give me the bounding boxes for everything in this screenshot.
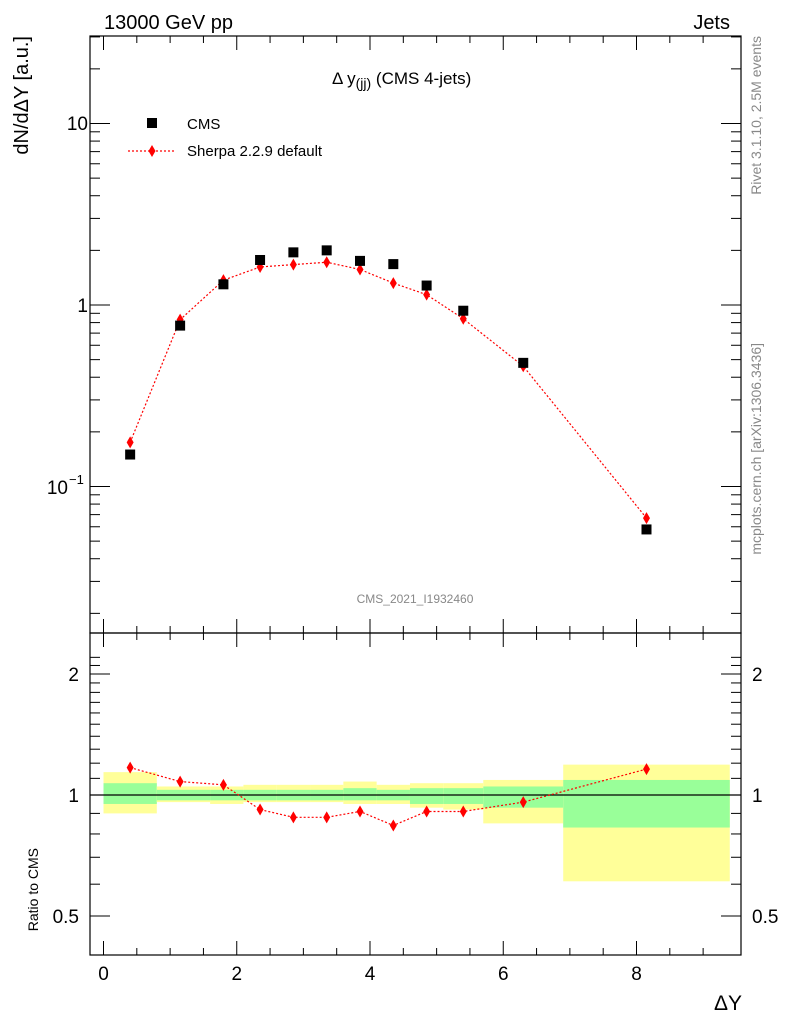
header-right: Jets — [693, 12, 730, 34]
band-inner-9 — [443, 788, 484, 804]
ratio-point — [323, 811, 331, 824]
y-tick-labels-main: 10 1 10 −1 — [47, 114, 88, 499]
cms-point — [175, 320, 186, 331]
ratio-ytick-label-0.5: 0.5 — [53, 907, 79, 928]
ratio-line — [129, 767, 647, 827]
sherpa-point — [323, 256, 331, 269]
cms-point — [288, 247, 299, 258]
main-plot — [125, 245, 652, 535]
sherpa-point — [423, 288, 431, 301]
cms-point — [125, 449, 136, 460]
ratio-frame — [89, 632, 742, 956]
ytick-label-10: 10 — [67, 114, 88, 135]
ratio-ytick-label-1: 1 — [68, 786, 79, 807]
xtick-label-0: 0 — [98, 964, 109, 985]
band-inner-0 — [103, 783, 157, 804]
ratio-point — [126, 761, 134, 774]
ratio-point — [423, 805, 431, 818]
chart-title-sub: (jj) — [356, 75, 372, 91]
ratio-point — [519, 796, 527, 809]
chart-title-rest: (CMS 4-jets) — [371, 69, 471, 88]
ratio-ytick-label-2: 2 — [68, 665, 79, 686]
cms-point — [355, 255, 366, 266]
sherpa-point — [356, 263, 364, 276]
ratio-point — [219, 778, 227, 791]
cms-point — [388, 259, 399, 270]
sherpa-point — [289, 258, 297, 271]
band-inner-11 — [563, 779, 730, 828]
cms-point — [518, 357, 529, 368]
ratio-point — [289, 811, 297, 824]
x-tick-labels: 0 2 4 6 8 — [98, 964, 642, 985]
band-inner-8 — [409, 788, 444, 804]
header-left: 13000 GeV pp — [104, 12, 233, 34]
xtick-label-6: 6 — [498, 964, 509, 985]
cms-point — [218, 279, 229, 290]
ratio-ytick-label-right-0.5: 0.5 — [752, 907, 778, 928]
rivet-label: Rivet 3.1.10, 2.5M events — [748, 36, 764, 195]
cms-point — [421, 280, 432, 291]
ratio-point — [459, 805, 467, 818]
legend-marker-cms — [147, 118, 157, 128]
legend-label-cms: CMS — [187, 116, 220, 133]
xtick-label-4: 4 — [365, 964, 376, 985]
ratio-point — [642, 763, 650, 776]
cms-point — [321, 245, 332, 256]
ratio-point — [256, 803, 264, 816]
chart-title-main: Δ y — [332, 69, 356, 88]
cms-point — [458, 305, 469, 316]
x-axis-label: ΔY — [714, 992, 742, 1015]
mcplots-label: mcplots.cern.ch [arXiv:1306.3436] — [748, 343, 764, 555]
ratio-y-tick-labels: 2 2 1 1 0.5 0.5 — [53, 665, 779, 928]
ytick-label-0p1-base: 10 — [47, 478, 68, 499]
ratio-plot — [90, 761, 741, 832]
ytick-label-0p1: 10 — [47, 478, 68, 499]
cms-point — [255, 254, 266, 265]
ratio-bands — [103, 764, 730, 882]
ytick-label-1: 1 — [77, 296, 88, 317]
ticks — [90, 36, 741, 955]
sherpa-point — [126, 436, 134, 449]
ratio-point — [176, 775, 184, 788]
sherpa-point — [642, 512, 650, 525]
ytick-label-0p1-exp: −1 — [69, 472, 84, 487]
legend: CMS Sherpa 2.2.9 default — [128, 116, 323, 160]
ratio-y-axis-label: Ratio to CMS — [25, 848, 41, 931]
cms-point — [641, 524, 652, 535]
watermark: CMS_2021_I1932460 — [357, 592, 474, 606]
band-inner-6 — [343, 788, 377, 801]
ratio-point — [356, 805, 364, 818]
chart-title: Δ y(jj) (CMS 4-jets) — [332, 69, 471, 91]
sherpa-point — [459, 312, 467, 325]
ratio-point — [389, 819, 397, 832]
ratio-ytick-label-right-1: 1 — [752, 786, 763, 807]
legend-label-sherpa: Sherpa 2.2.9 default — [187, 143, 323, 160]
sherpa-line — [129, 261, 647, 519]
y-axis-label: dN/dΔY [a.u.] — [11, 36, 33, 155]
sherpa-point — [389, 277, 397, 290]
xtick-label-2: 2 — [231, 964, 242, 985]
ratio-ytick-label-right-2: 2 — [752, 665, 763, 686]
legend-marker-sherpa — [148, 145, 156, 157]
xtick-label-8: 8 — [631, 964, 642, 985]
